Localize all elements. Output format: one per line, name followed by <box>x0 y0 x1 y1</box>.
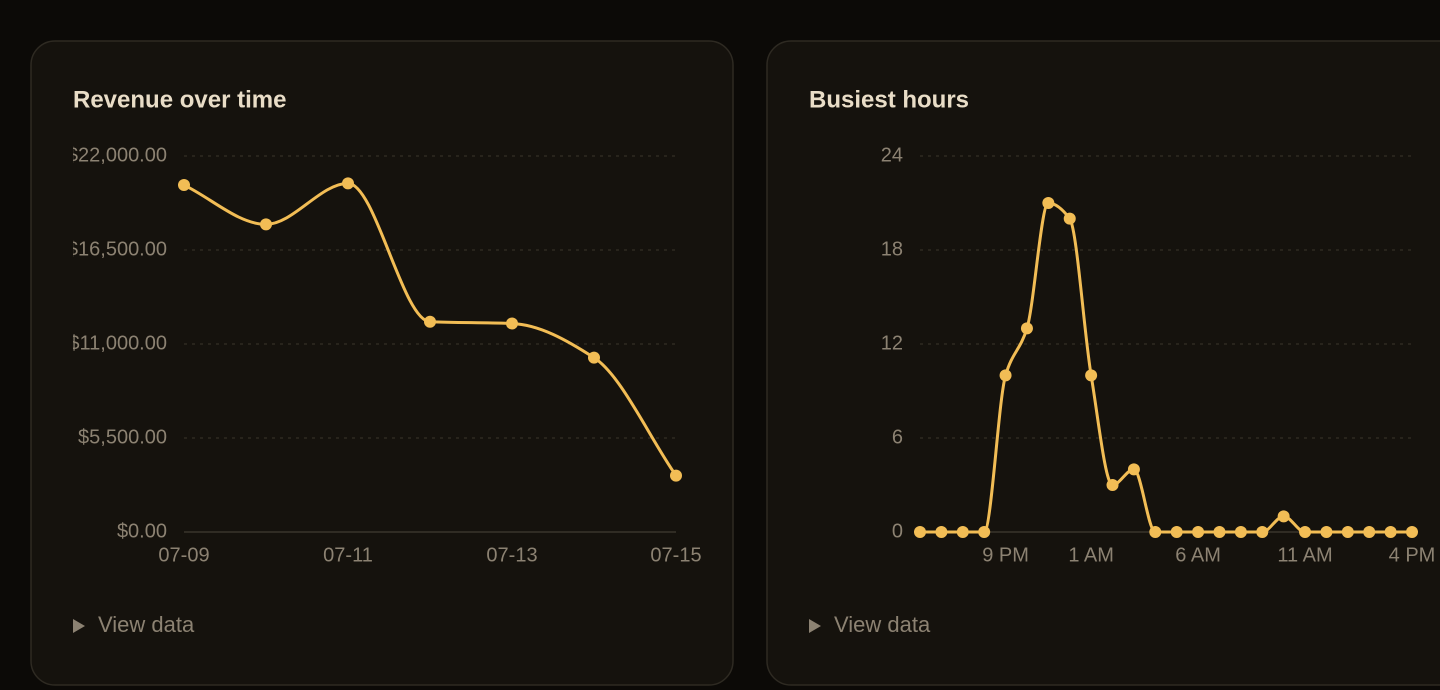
point <box>1106 479 1119 491</box>
y-tick-label: 12 <box>881 332 903 354</box>
point <box>1020 322 1033 335</box>
point <box>670 469 682 482</box>
chart-title: Revenue over time <box>73 86 286 113</box>
y-tick-label: 6 <box>892 426 903 448</box>
x-tick-label: 07-09 <box>158 544 209 566</box>
point <box>914 526 926 538</box>
toggle-icon <box>809 619 821 633</box>
x-tick-label: 07-11 <box>323 544 373 566</box>
point <box>1299 526 1312 538</box>
point <box>999 369 1012 382</box>
x-tick-label: 07-13 <box>486 544 537 566</box>
point <box>1406 526 1418 538</box>
point <box>1170 526 1183 538</box>
card <box>766 40 1440 686</box>
point <box>1063 212 1076 225</box>
y-tick-label: 18 <box>881 238 903 260</box>
view-data-toggle[interactable]: View data <box>98 612 195 637</box>
point <box>424 315 436 328</box>
point <box>1320 526 1333 538</box>
view-data-toggle[interactable]: View data <box>834 612 931 637</box>
point <box>1363 526 1376 538</box>
point <box>935 526 948 538</box>
point <box>1127 463 1140 476</box>
point <box>588 351 600 364</box>
point <box>1256 526 1269 538</box>
x-tick-label: 07-15 <box>650 544 701 566</box>
chart-title: Busiest hours <box>809 86 969 113</box>
point <box>1192 526 1205 538</box>
y-tick-label: 0 <box>892 520 903 542</box>
point <box>342 177 354 190</box>
point <box>1042 197 1055 209</box>
point <box>1277 510 1290 523</box>
x-tick-label: 11 AM <box>1277 544 1332 566</box>
point <box>1213 526 1226 538</box>
y-tick-label: $0.00 <box>117 520 167 542</box>
y-axis-labels: $0.00 $5,500.00 $11,000.00 $16,500.00 $22,00… <box>67 144 167 542</box>
y-tick-label: 24 <box>881 144 903 166</box>
y-tick-label: $5,500.00 <box>78 426 167 448</box>
point <box>1085 369 1098 382</box>
point <box>1234 526 1247 538</box>
y-axis-labels: 0 6 12 18 24 <box>881 144 903 542</box>
point <box>1149 526 1162 538</box>
x-tick-label: 9 PM <box>982 544 1029 566</box>
card <box>30 40 734 686</box>
x-tick-label: 1 AM <box>1068 544 1114 566</box>
point <box>978 526 991 538</box>
point <box>506 317 518 330</box>
point <box>956 526 969 538</box>
point <box>178 179 190 192</box>
y-tick-label: $11,000.00 <box>68 332 167 354</box>
point <box>260 218 272 231</box>
point <box>1384 526 1397 538</box>
y-tick-label: $16,500.00 <box>67 238 167 260</box>
x-tick-label: 4 PM <box>1389 544 1436 566</box>
toggle-icon <box>73 619 85 633</box>
point <box>1341 526 1354 538</box>
x-tick-label: 6 AM <box>1175 544 1221 566</box>
y-tick-label: $22,000.00 <box>67 144 167 166</box>
